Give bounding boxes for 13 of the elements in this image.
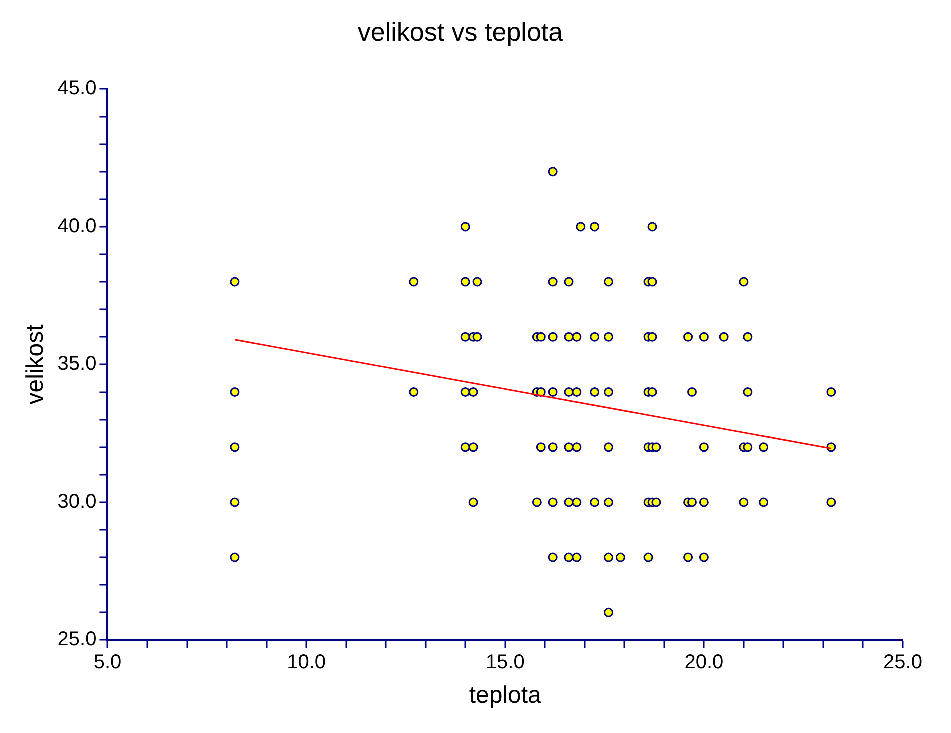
chart-title: velikost vs teplota — [358, 16, 564, 47]
x-tick-label: 20.0 — [684, 652, 724, 674]
x-tick-label: 15.0 — [486, 652, 525, 674]
y-tick-label: 25.0 — [58, 628, 97, 651]
y-tick-label: 35.0 — [58, 353, 97, 376]
y-tick-label: 40.0 — [58, 215, 97, 238]
x-tick-label: 25.0 — [884, 652, 922, 674]
y-axis-title: velikost — [22, 324, 50, 405]
x-tick-label: 10.0 — [287, 652, 326, 674]
x-axis-title: teplota — [469, 682, 542, 710]
x-tick-label: 5.0 — [94, 652, 122, 674]
y-tick-label: 30.0 — [58, 490, 97, 513]
y-tick-label: 45.0 — [58, 78, 97, 100]
